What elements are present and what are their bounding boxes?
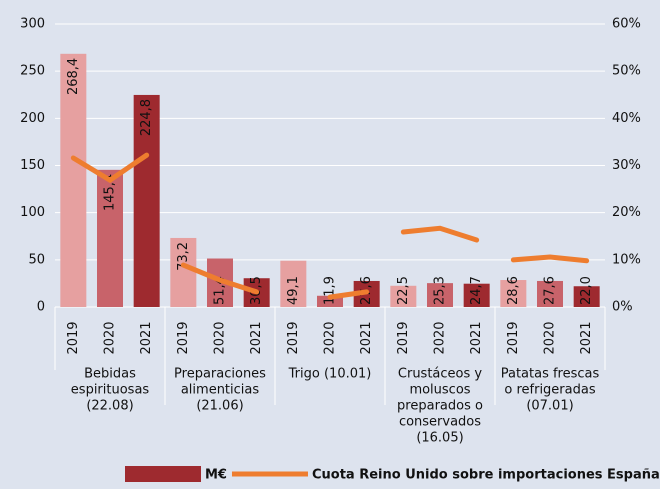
y-tick-label: 250: [20, 64, 45, 79]
line: [70, 152, 150, 184]
value-label: 11,9: [323, 276, 338, 305]
value-label: 24,7: [469, 276, 484, 305]
x-tick-label: 2019: [396, 321, 411, 354]
group-label: (07.01): [526, 399, 573, 414]
y2-tick-label: 0%: [612, 300, 633, 315]
bar: [537, 280, 563, 307]
value-label: 224,8: [139, 99, 154, 136]
value-label: 49,1: [286, 276, 301, 305]
x-tick-label: 2021: [469, 321, 484, 354]
x-tick-label: 2021: [579, 321, 594, 354]
group-label: (21.06): [196, 399, 243, 414]
group-label: moluscos: [409, 383, 470, 398]
x-tick-label: 2021: [359, 321, 374, 354]
bar: [170, 237, 197, 307]
x-tick-label: 2020: [213, 321, 228, 354]
x-tick-label: 2019: [66, 321, 81, 354]
y2-tick-label: 30%: [612, 158, 641, 173]
x-tick-label: 2020: [433, 321, 448, 354]
group-label: (22.08): [86, 399, 133, 414]
y-tick-label: 0: [37, 300, 45, 315]
value-label: 73,2: [176, 242, 191, 271]
y2-tick-label: 60%: [612, 17, 641, 32]
value-label: 25,3: [433, 276, 448, 305]
x-tick-label: 2021: [139, 321, 154, 354]
group-label: Preparaciones: [174, 367, 266, 382]
bar: [60, 53, 87, 308]
bar: [390, 285, 417, 307]
value-label: 27,6: [543, 276, 558, 305]
bar: [573, 286, 600, 307]
group-label: Patatas frescas: [501, 367, 600, 382]
line: [180, 262, 260, 295]
line: [327, 289, 370, 300]
x-tick-label: 2019: [506, 321, 521, 354]
x-tick-label: 2019: [176, 321, 191, 354]
y2-tick-label: 50%: [612, 64, 641, 79]
legend-label: Cuota Reino Unido sobre importaciones Es…: [312, 468, 660, 483]
bar: [97, 169, 123, 307]
line: [400, 225, 480, 243]
value-label: 28,6: [506, 276, 521, 305]
value-label: 145,4: [103, 174, 118, 211]
value-label: 22,0: [579, 276, 594, 305]
group-label: o refrigeradas: [504, 383, 595, 398]
bar: [280, 260, 307, 307]
y2-tick-label: 40%: [612, 111, 641, 126]
legend-swatch: [125, 466, 201, 482]
x-tick-label: 2020: [543, 321, 558, 354]
group-label: preparados o: [397, 399, 483, 414]
x-tick-label: 2019: [286, 321, 301, 354]
y2-tick-label: 20%: [612, 205, 641, 220]
group-label: (16.05): [416, 431, 463, 446]
bar: [133, 94, 160, 308]
legend-label: M€: [205, 468, 227, 483]
group-label: alimenticias: [181, 383, 260, 398]
value-label: 268,4: [66, 58, 81, 95]
value-label: 22,5: [396, 276, 411, 305]
bar: [500, 280, 527, 307]
group-label: Crustáceos y: [398, 367, 483, 382]
group-label: espirituosas: [71, 383, 150, 398]
group-label: conservados: [399, 415, 481, 430]
group-label: Trigo (10.01): [288, 367, 372, 382]
y-tick-label: 150: [20, 158, 45, 173]
x-tick-label: 2020: [323, 321, 338, 354]
line: [510, 254, 590, 264]
group-label: Bebidas: [84, 367, 136, 382]
y-tick-label: 100: [20, 205, 45, 220]
bar: [463, 283, 490, 307]
y2-tick-label: 10%: [612, 252, 641, 267]
bar: [317, 295, 343, 307]
bar: [427, 283, 453, 307]
y-tick-label: 50: [28, 252, 45, 267]
y-tick-label: 200: [20, 111, 45, 126]
x-tick-label: 2021: [249, 321, 264, 354]
y-tick-label: 300: [20, 17, 45, 32]
x-tick-label: 2020: [103, 321, 118, 354]
